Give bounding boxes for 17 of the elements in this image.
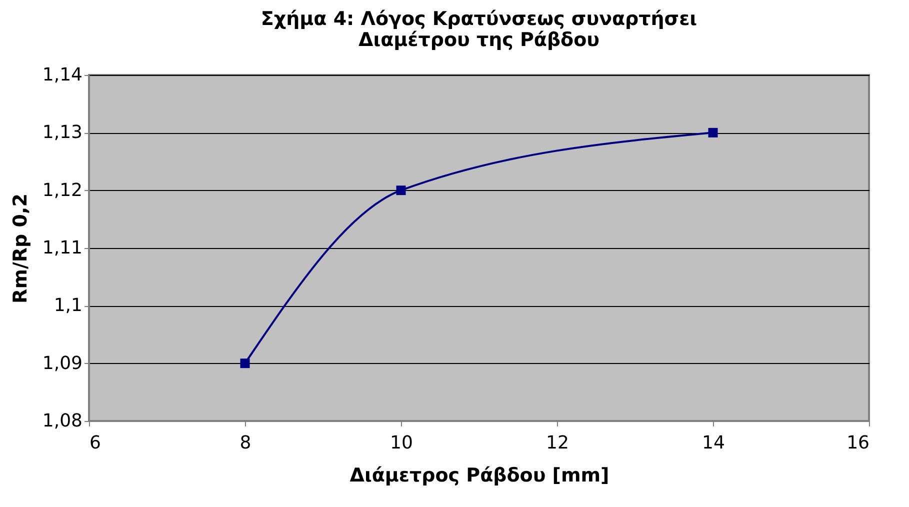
x-tick-label: 16	[846, 432, 870, 454]
y-tick-label: 1,11	[42, 238, 82, 258]
x-tick-label: 14	[702, 432, 725, 454]
y-tick-label: 1,14	[42, 64, 82, 86]
y-tick-label: 1,12	[42, 180, 82, 201]
x-tick-label: 6	[90, 432, 101, 454]
y-tick-label: 1,08	[42, 410, 82, 432]
x-tick-label: 12	[546, 432, 569, 454]
x-tick-label: 8	[240, 432, 252, 454]
y-axis-title: Rm/Rp 0,2	[9, 194, 32, 304]
y-tick-label: 1,1	[54, 295, 82, 316]
y-tick-label: 1,09	[42, 352, 82, 374]
text: Διαμέτρου της Ράβδου	[358, 29, 600, 51]
x-axis-title: Διάμετρος Ράβδου [mm]	[350, 464, 610, 486]
x-tick-label: 10	[390, 432, 413, 454]
text: Σχήμα 4: Λόγος Κρατύνσεως συναρτήσει	[260, 8, 698, 30]
y-tick-label: 1,13	[42, 122, 82, 144]
